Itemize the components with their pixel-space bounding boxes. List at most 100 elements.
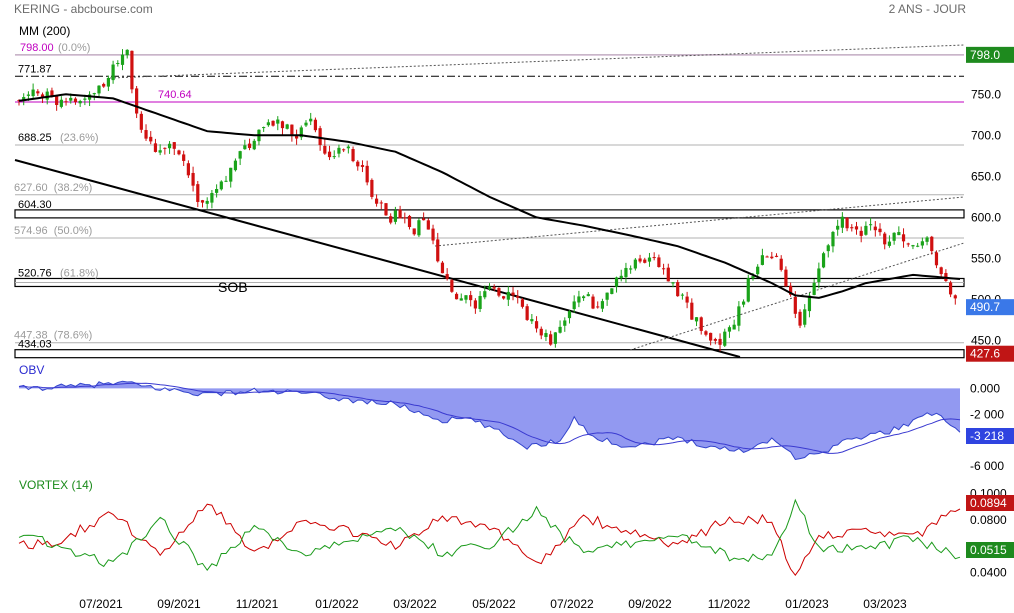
sob-annotation: SOB <box>218 279 248 295</box>
candle-body <box>450 280 454 292</box>
candle-body <box>374 198 379 204</box>
candle-body <box>323 145 327 154</box>
candle-body <box>492 287 496 289</box>
candle-body <box>417 220 421 236</box>
candle-body <box>106 77 110 87</box>
candle-body <box>135 88 139 114</box>
candle-body <box>205 200 209 204</box>
candle-body <box>906 243 910 245</box>
candle-body <box>445 274 449 279</box>
candle-body <box>690 302 694 320</box>
obv-tick-label: -6 000 <box>970 459 1004 473</box>
candle-body <box>299 127 303 138</box>
candle-body <box>487 286 492 289</box>
price-tick-label: 550.0 <box>971 251 1001 265</box>
candle-body <box>751 276 755 279</box>
candle-body <box>727 327 732 332</box>
candle-body <box>120 54 125 65</box>
date-tick-label: 09/2022 <box>628 597 672 611</box>
candle-body <box>280 121 285 129</box>
obv-last-value: -3 218 <box>970 429 1004 443</box>
candle-body <box>351 149 355 162</box>
candle-body <box>610 288 614 294</box>
level-box <box>14 209 965 219</box>
candle-body <box>506 291 510 300</box>
candle-body <box>784 269 788 287</box>
candle-body <box>210 193 214 203</box>
low-price-badge: 427.6 <box>970 347 1000 361</box>
candle-body <box>789 285 793 295</box>
candle-body <box>643 259 647 263</box>
last-price-badge-bg <box>966 299 1014 316</box>
time-axis: 07/2021 09/2021 11/2021 01/2022 03/2022 05/20… <box>79 597 907 611</box>
low-price-badge-bg <box>966 345 1014 362</box>
candle-body <box>69 97 73 101</box>
candle-body <box>685 296 689 303</box>
candle-body <box>939 267 943 275</box>
candle-body <box>869 224 873 226</box>
candle-body <box>732 324 736 330</box>
candle-body <box>153 143 158 152</box>
candle-body <box>530 319 534 322</box>
vortex-tick-label: 0.0800 <box>970 513 1007 527</box>
level-label: (61.8%) <box>60 267 99 279</box>
date-tick-label: 03/2023 <box>863 597 907 611</box>
candle-body <box>83 98 87 100</box>
candle-body <box>92 93 96 95</box>
candle-body <box>892 232 896 241</box>
candle-body <box>313 119 318 131</box>
level-label: (23.6%) <box>60 132 99 144</box>
candle-body <box>191 172 195 186</box>
candle-body <box>50 90 54 97</box>
candle-body <box>318 128 322 145</box>
candle-body <box>356 161 360 167</box>
candle-body <box>285 124 289 129</box>
candle-body <box>233 160 238 171</box>
high-price-badge-bg <box>966 46 1014 63</box>
level-box <box>14 349 965 359</box>
candle-body <box>887 241 892 246</box>
candle-body <box>756 266 760 275</box>
level-label: 434.03 <box>18 339 52 351</box>
candle-body <box>925 237 929 242</box>
candle-body <box>426 220 430 230</box>
date-tick-label: 11/2022 <box>708 597 751 611</box>
price-tick-label: 700.0 <box>971 128 1001 142</box>
candle-body <box>36 91 40 94</box>
candle-body <box>629 268 633 270</box>
candle-body <box>31 89 35 97</box>
candle-body <box>638 258 642 262</box>
candle-body <box>332 156 336 158</box>
candle-body <box>930 236 934 252</box>
level-label: 771.87 <box>18 63 52 75</box>
trendline-down <box>14 159 741 358</box>
candle-body <box>840 216 844 228</box>
candle-body <box>671 282 675 284</box>
candle-body <box>436 239 440 262</box>
candle-body <box>920 241 924 246</box>
vortex-minus-value: 0.0515 <box>970 543 1007 557</box>
candle-body <box>398 209 402 219</box>
candle-body <box>130 50 134 90</box>
level-label: 688.25 <box>18 132 52 144</box>
level-label: 574.96 (50.0%) <box>14 225 92 237</box>
vortex-plus-value: 0.0894 <box>970 496 1007 510</box>
vortex-series-line <box>18 498 961 572</box>
vortex-series-line <box>18 503 961 577</box>
level-label: 627.60 (38.2%) <box>14 182 92 194</box>
candle-body <box>812 282 816 295</box>
vortex-tick-label: 0.0400 <box>970 566 1007 580</box>
candle-body <box>370 179 374 197</box>
candle-body <box>271 120 275 126</box>
price-tick-label: 600.0 <box>971 210 1001 224</box>
candle-body <box>817 268 821 282</box>
obv-line <box>18 380 961 461</box>
candle-body <box>238 151 242 159</box>
candle-body <box>718 338 722 345</box>
candle-body <box>172 142 176 149</box>
last-price-badge: 490.7 <box>970 300 1000 314</box>
candle-body <box>793 296 797 314</box>
candle-body <box>55 95 59 105</box>
obv-area <box>19 381 960 460</box>
candle-body <box>247 143 252 148</box>
